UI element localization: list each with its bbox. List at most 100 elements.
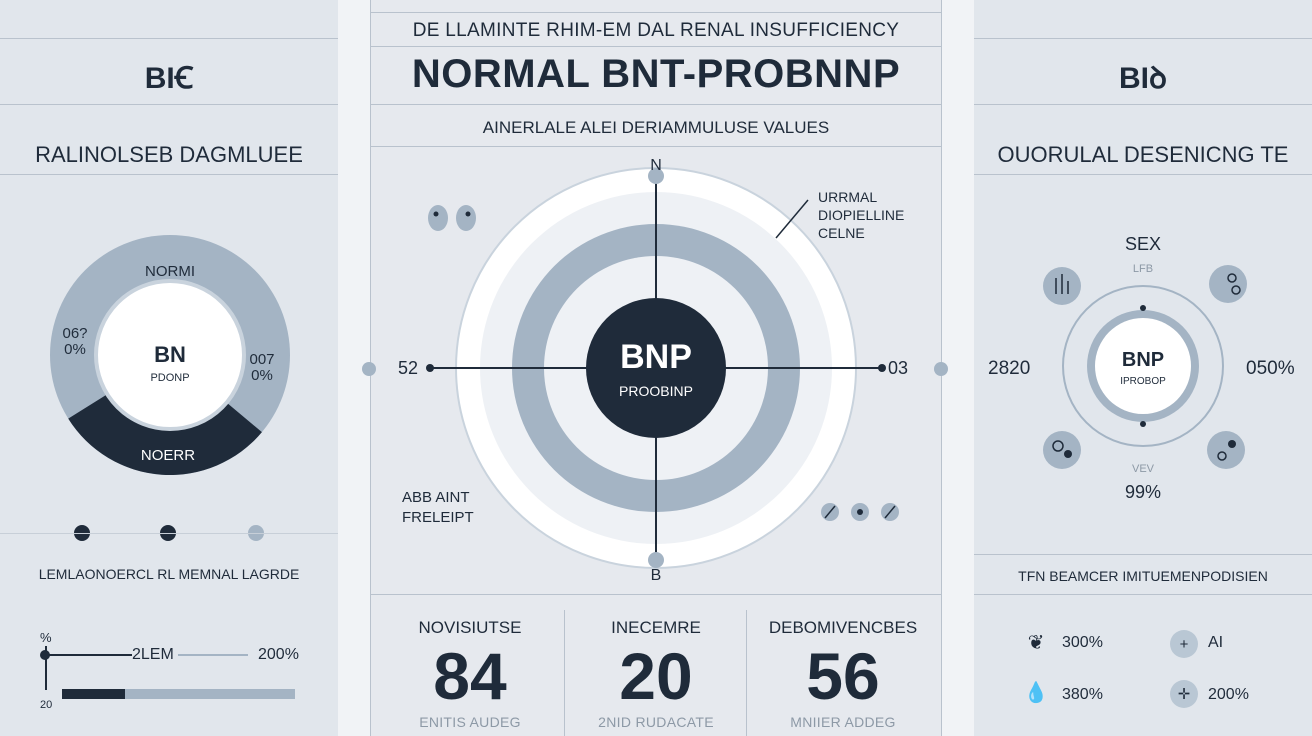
left-section-title: LEMLAONOERCL RL MEMNAL LAGRDE <box>38 566 300 582</box>
divider <box>974 594 1312 595</box>
callout-top-3: CELNE <box>818 225 865 241</box>
next-nav-dot[interactable] <box>934 362 948 376</box>
north-marker <box>648 168 664 184</box>
donut-right-label-top: 007 <box>249 351 274 368</box>
plus-icon: + <box>1170 630 1198 658</box>
core-subtitle: PROOBINP <box>619 383 693 399</box>
lungs-icon <box>428 205 476 231</box>
ring-center <box>1095 318 1191 414</box>
divider <box>0 533 338 534</box>
stethoscope-icon <box>821 503 899 521</box>
donut-bottom-label: NOERR <box>141 447 195 464</box>
right-header: BIꝺ <box>1119 62 1167 95</box>
stat-foot: ENITIS AUDEG <box>419 714 521 730</box>
callout-bottom-1: ABB AINT <box>402 489 470 506</box>
ring-outer <box>1062 285 1224 447</box>
divider <box>974 174 1312 175</box>
ring-top-small: LFB <box>1133 263 1153 275</box>
west-marker <box>426 364 434 372</box>
bar-line <box>47 654 132 656</box>
progress-bar-track <box>62 689 295 699</box>
chart-icon <box>1043 267 1081 305</box>
stat-value: 56 <box>806 639 880 713</box>
leaf-icon: ❦ <box>1027 631 1045 654</box>
stat-card: NOVISIUTSE 84 ENITIS AUDEG <box>375 618 565 730</box>
ring-marker-bottom <box>1140 421 1146 427</box>
left-subtitle: RALINOLSEB DAGMLUEE <box>35 142 303 167</box>
divider <box>370 46 942 47</box>
bar-axis-bottom: 20 <box>40 699 53 711</box>
divider <box>370 12 942 13</box>
ring-center-title: BNP <box>1122 349 1164 371</box>
stat-label: DEBOMIVENCBES <box>768 618 918 637</box>
molecule-icon <box>1209 265 1247 303</box>
divider <box>974 104 1312 105</box>
ring-top-label: SEX <box>1125 234 1161 254</box>
bar-axis <box>45 646 47 690</box>
donut-dark-segment <box>68 394 262 475</box>
south-marker <box>648 552 664 568</box>
bar-line-light <box>178 654 248 656</box>
donut-right-label-bottom: 0% <box>251 367 273 384</box>
bar-axis-top: % <box>40 630 52 645</box>
stat-label: INECEMRE <box>611 618 701 637</box>
cross-icon: ✛ <box>1170 680 1198 708</box>
divider <box>974 554 1312 555</box>
donut-center-title: BN <box>154 342 186 367</box>
ring-left-value: 2820 <box>988 358 1030 379</box>
divider <box>974 38 1312 39</box>
center-top-line: DE LLAMINTE RHIM-EM DAL RENAL INSUFFICIE… <box>412 20 900 41</box>
stat-value: 84 <box>433 639 507 713</box>
divider <box>370 146 942 147</box>
stat-card: DEBOMIVENCBES 56 MNIIER ADDEG <box>747 618 939 730</box>
ring-bottom-value: 99% <box>1125 482 1161 502</box>
callout-line <box>775 199 809 239</box>
core-title: BNP <box>620 338 692 376</box>
callout-top-2: DIOPIELLINE <box>818 207 904 223</box>
page-title: NORMAL BNT-PROBNNP <box>411 52 901 96</box>
legend-value: AI <box>1208 634 1224 651</box>
divider <box>370 104 942 105</box>
prev-nav-dot[interactable] <box>362 362 376 376</box>
bar-value-label: 200% <box>258 646 299 663</box>
divider <box>0 174 338 175</box>
ring-marker-top <box>1140 305 1146 311</box>
east-marker <box>878 364 886 372</box>
stat-divider <box>746 610 747 736</box>
right-section-title: TFN BEAMCER IMITUEMENPODISIEN <box>1018 568 1268 584</box>
stat-card: INECEMRE 20 2NID RUDACATE <box>565 618 747 730</box>
right-ring-diagram: SEX LFB BNP IPROBOP 2820 050% VEV 99% <box>988 234 1295 502</box>
divider <box>370 594 942 595</box>
stat-foot: 2NID RUDACATE <box>598 714 714 730</box>
left-header: BIꞒ <box>144 62 194 95</box>
callout-bottom-2: FRELEIPT <box>402 509 474 526</box>
divider <box>0 38 338 39</box>
donut-left-label-top: 06? <box>62 325 87 342</box>
compass-north: N <box>650 157 662 174</box>
ring-center-sub: IPROBOP <box>1120 376 1166 387</box>
bar-axis-dot <box>40 650 50 660</box>
cells-icon <box>1043 431 1081 469</box>
stat-foot: MNIIER ADDEG <box>790 714 896 730</box>
ring-right-value: 050% <box>1246 358 1295 379</box>
left-donut-chart: NORMI BN PDONP 06? 0% 007 0% NOERR <box>50 235 290 475</box>
legend-value: 200% <box>1208 686 1249 703</box>
blood-cell-icon <box>1207 431 1245 469</box>
compass-west: 52 <box>398 358 418 378</box>
bar-label: 2LEM <box>132 646 174 663</box>
ring-bottom-small: VEV <box>1132 463 1155 475</box>
donut-hole <box>94 279 246 431</box>
stat-value: 20 <box>619 639 693 713</box>
right-subtitle: OUORULAL DESENICNG TE <box>997 142 1289 167</box>
drop-icon: 💧 <box>1023 681 1049 704</box>
donut-center-sub: PDONP <box>150 372 189 384</box>
progress-bar-fill <box>62 689 125 699</box>
legend-value: 380% <box>1062 686 1103 703</box>
donut-left-label-bottom: 0% <box>64 341 86 358</box>
divider <box>0 104 338 105</box>
stat-divider <box>564 610 565 736</box>
center-subtitle: AINERLALE ALEI DERIAMMULUSE VALUES <box>482 118 830 137</box>
compass-south: B <box>651 567 662 584</box>
donut-top-label: NORMI <box>145 263 195 280</box>
compass-east: 03 <box>888 358 908 378</box>
